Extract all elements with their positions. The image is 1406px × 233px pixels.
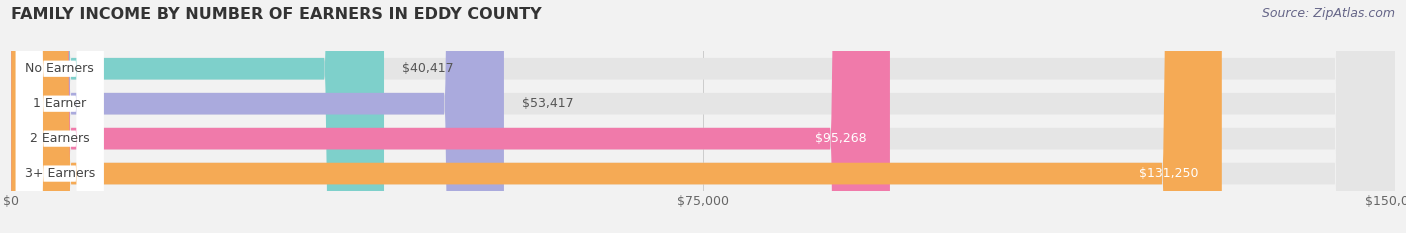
FancyBboxPatch shape <box>11 0 1222 233</box>
Text: 2 Earners: 2 Earners <box>30 132 90 145</box>
Text: Source: ZipAtlas.com: Source: ZipAtlas.com <box>1261 7 1395 20</box>
Text: $131,250: $131,250 <box>1139 167 1199 180</box>
FancyBboxPatch shape <box>15 0 104 233</box>
FancyBboxPatch shape <box>11 0 1395 233</box>
Text: $40,417: $40,417 <box>402 62 454 75</box>
FancyBboxPatch shape <box>11 0 384 233</box>
FancyBboxPatch shape <box>11 0 1395 233</box>
Text: No Earners: No Earners <box>25 62 94 75</box>
FancyBboxPatch shape <box>11 0 503 233</box>
FancyBboxPatch shape <box>15 0 104 233</box>
Text: 3+ Earners: 3+ Earners <box>24 167 94 180</box>
FancyBboxPatch shape <box>11 0 1395 233</box>
Text: $95,268: $95,268 <box>815 132 868 145</box>
FancyBboxPatch shape <box>11 0 1395 233</box>
Text: 1 Earner: 1 Earner <box>34 97 86 110</box>
Text: FAMILY INCOME BY NUMBER OF EARNERS IN EDDY COUNTY: FAMILY INCOME BY NUMBER OF EARNERS IN ED… <box>11 7 541 22</box>
FancyBboxPatch shape <box>15 0 104 233</box>
FancyBboxPatch shape <box>11 0 890 233</box>
FancyBboxPatch shape <box>15 0 104 233</box>
Text: $53,417: $53,417 <box>523 97 574 110</box>
